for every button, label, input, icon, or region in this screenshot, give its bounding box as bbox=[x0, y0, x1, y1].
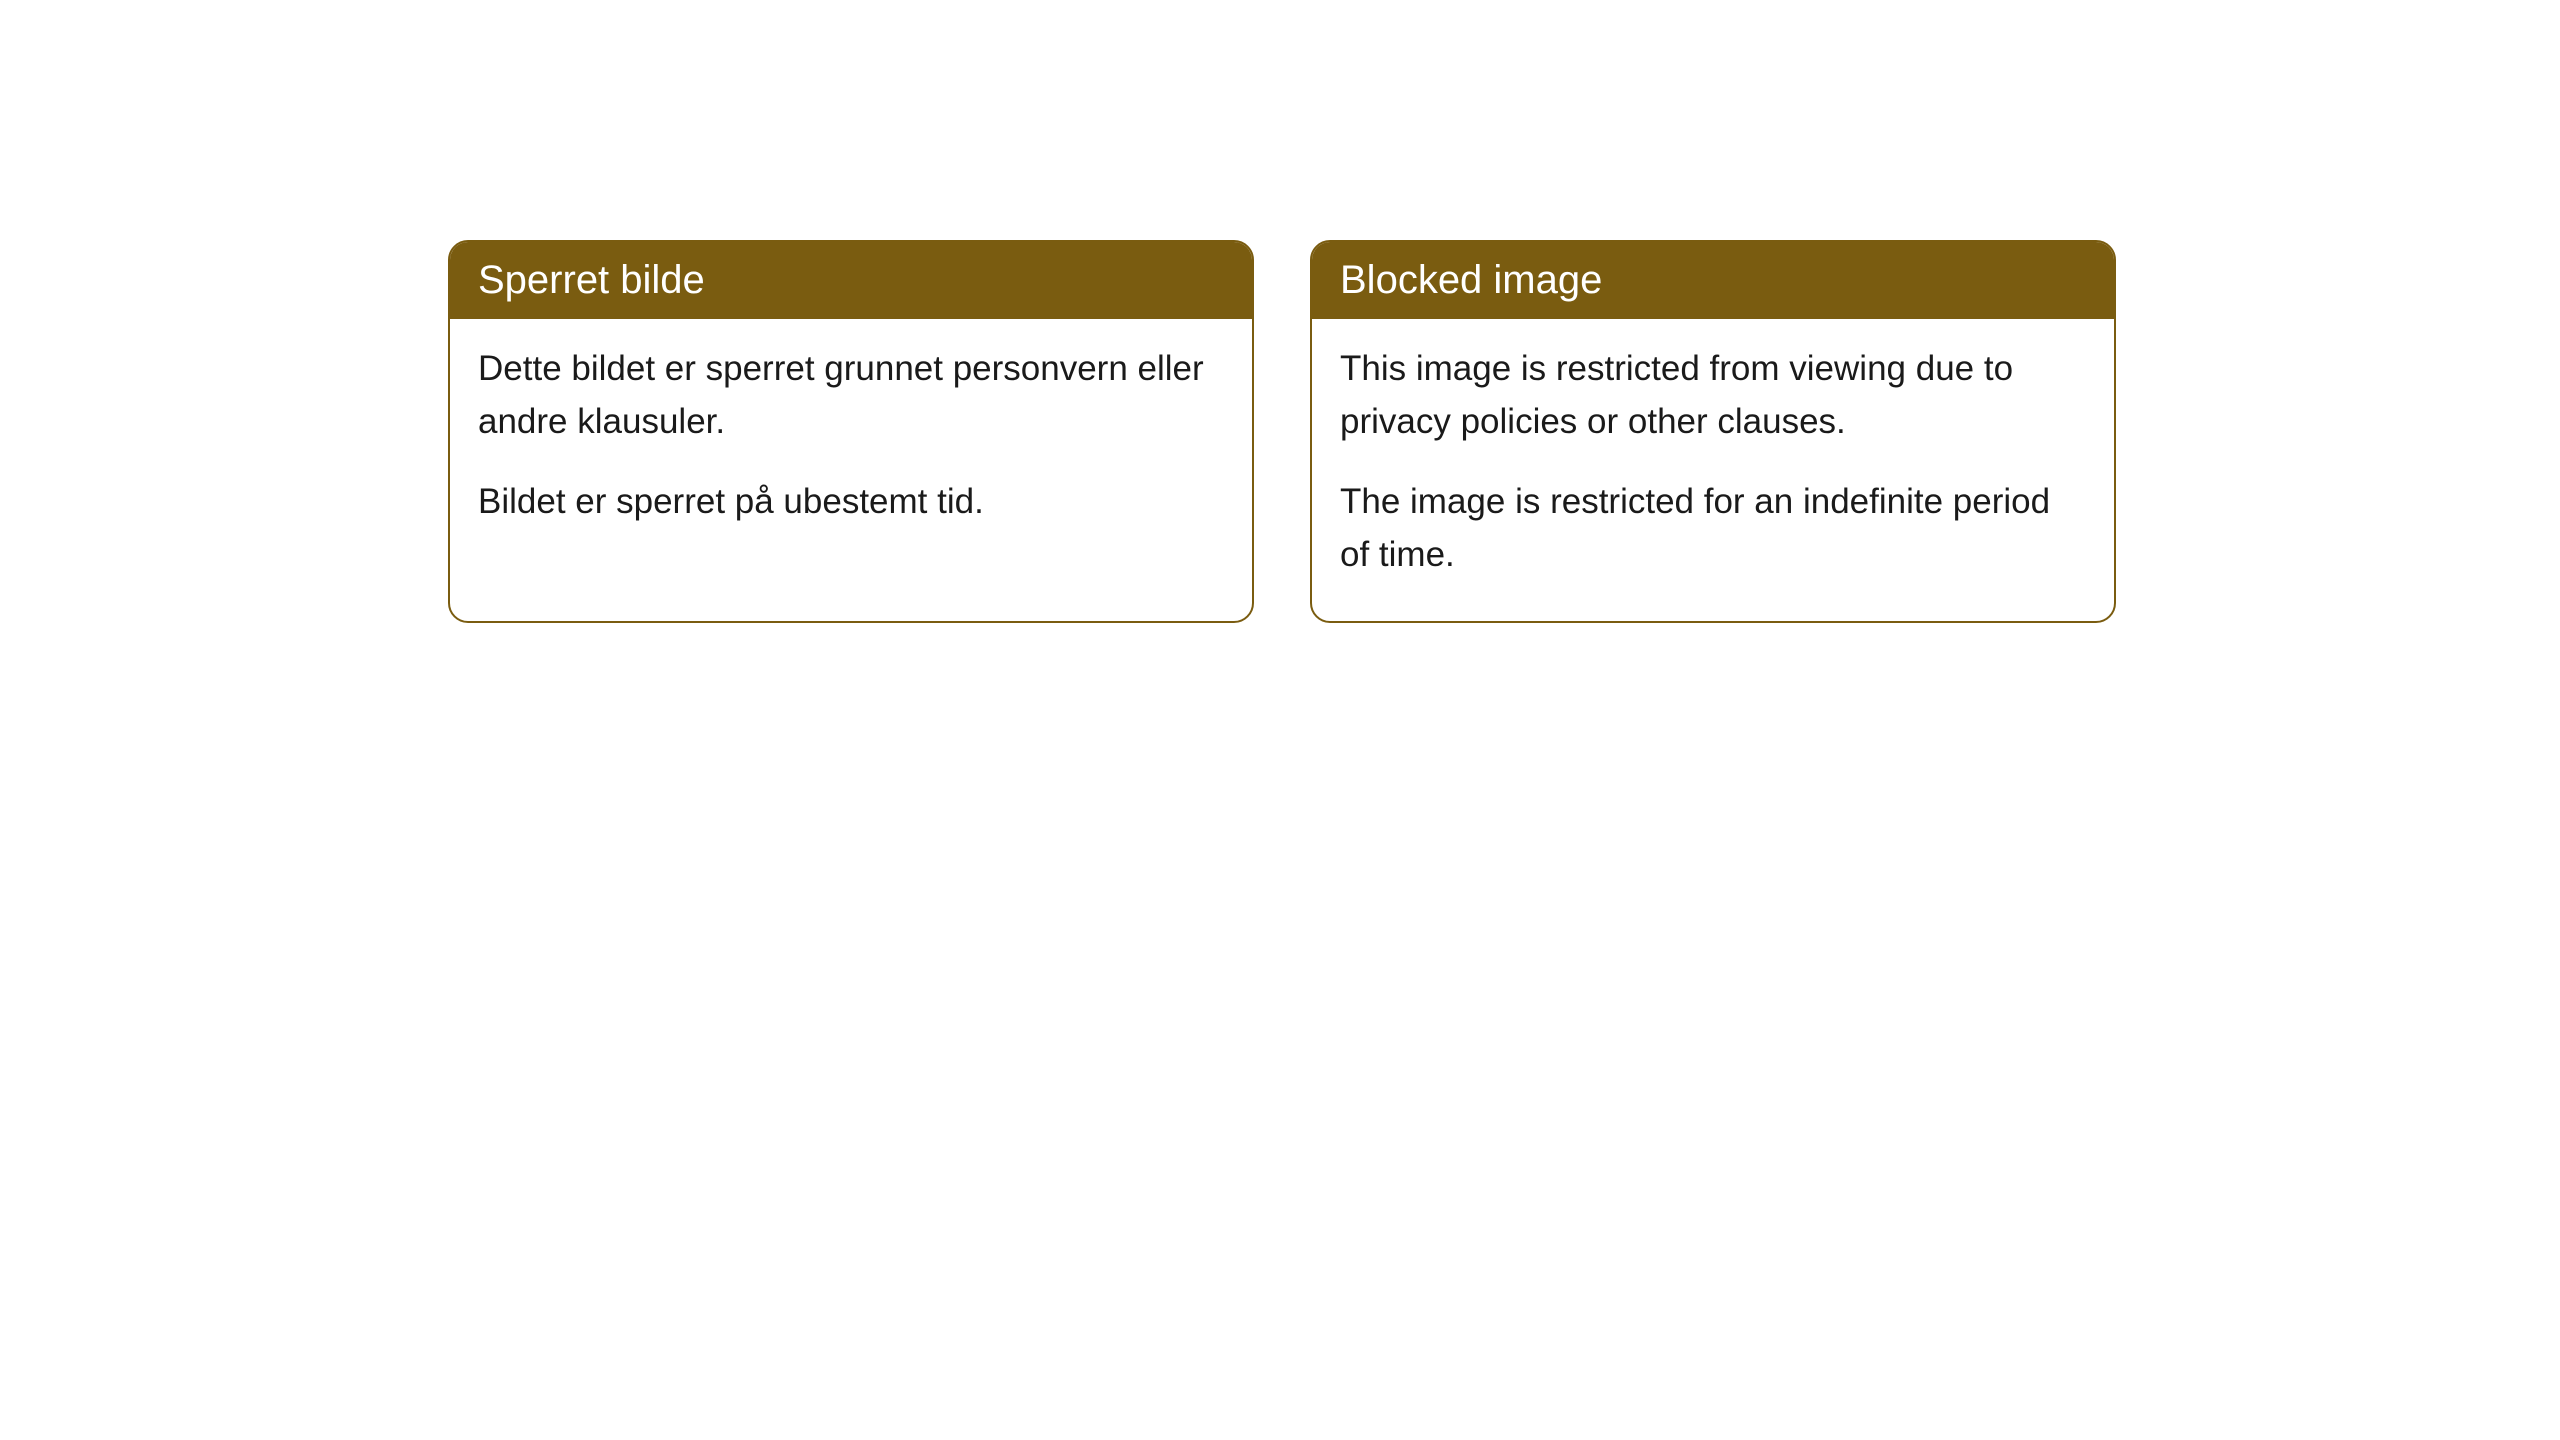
notice-header-norwegian: Sperret bilde bbox=[450, 242, 1252, 319]
notice-header-english: Blocked image bbox=[1312, 242, 2114, 319]
notice-body-norwegian: Dette bildet er sperret grunnet personve… bbox=[450, 319, 1252, 569]
notice-card-norwegian: Sperret bilde Dette bildet er sperret gr… bbox=[448, 240, 1254, 623]
notice-body-english: This image is restricted from viewing du… bbox=[1312, 319, 2114, 621]
notice-card-english: Blocked image This image is restricted f… bbox=[1310, 240, 2116, 623]
notice-paragraph: This image is restricted from viewing du… bbox=[1340, 343, 2086, 448]
notice-paragraph: Dette bildet er sperret grunnet personve… bbox=[478, 343, 1224, 448]
notice-paragraph: The image is restricted for an indefinit… bbox=[1340, 476, 2086, 581]
notice-paragraph: Bildet er sperret på ubestemt tid. bbox=[478, 476, 1224, 529]
notice-container: Sperret bilde Dette bildet er sperret gr… bbox=[448, 240, 2116, 623]
